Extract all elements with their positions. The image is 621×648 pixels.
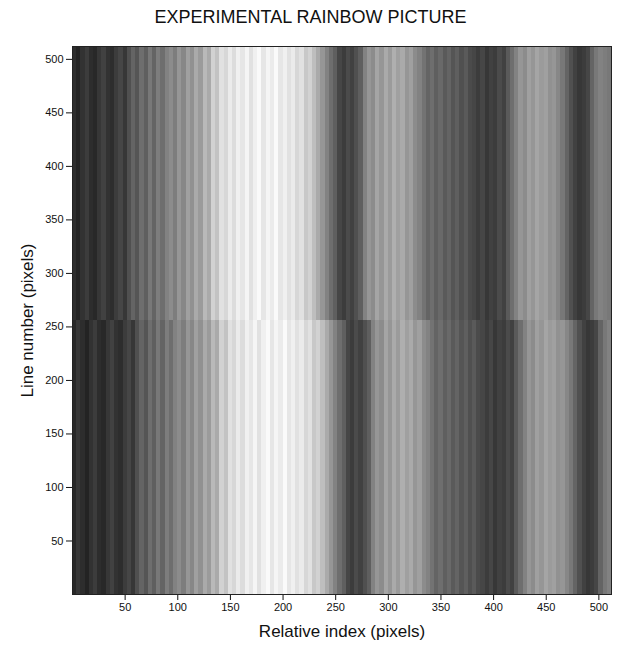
- svg-text:Line number (pixels): Line number (pixels): [18, 243, 37, 397]
- svg-text:250: 250: [327, 601, 345, 613]
- svg-text:300: 300: [45, 267, 63, 279]
- svg-text:50: 50: [119, 601, 131, 613]
- svg-text:200: 200: [45, 374, 63, 386]
- svg-text:350: 350: [432, 601, 450, 613]
- svg-text:Relative index (pixels): Relative index (pixels): [259, 622, 425, 641]
- svg-text:300: 300: [379, 601, 397, 613]
- svg-text:500: 500: [590, 601, 608, 613]
- svg-text:250: 250: [45, 320, 63, 332]
- svg-text:150: 150: [221, 601, 239, 613]
- svg-text:500: 500: [45, 53, 63, 65]
- svg-text:100: 100: [169, 601, 187, 613]
- svg-text:200: 200: [274, 601, 292, 613]
- svg-text:350: 350: [45, 213, 63, 225]
- svg-text:150: 150: [45, 427, 63, 439]
- svg-text:50: 50: [51, 535, 63, 547]
- svg-text:400: 400: [484, 601, 502, 613]
- svg-text:450: 450: [537, 601, 555, 613]
- html-text:EXPERIMENTAL RAINBOW PICTURE: EXPERIMENTAL RAINBOW PICTURE: [154, 7, 467, 27]
- svg-text:400: 400: [45, 160, 63, 172]
- svg-text:100: 100: [45, 481, 63, 493]
- svg-text:450: 450: [45, 106, 63, 118]
